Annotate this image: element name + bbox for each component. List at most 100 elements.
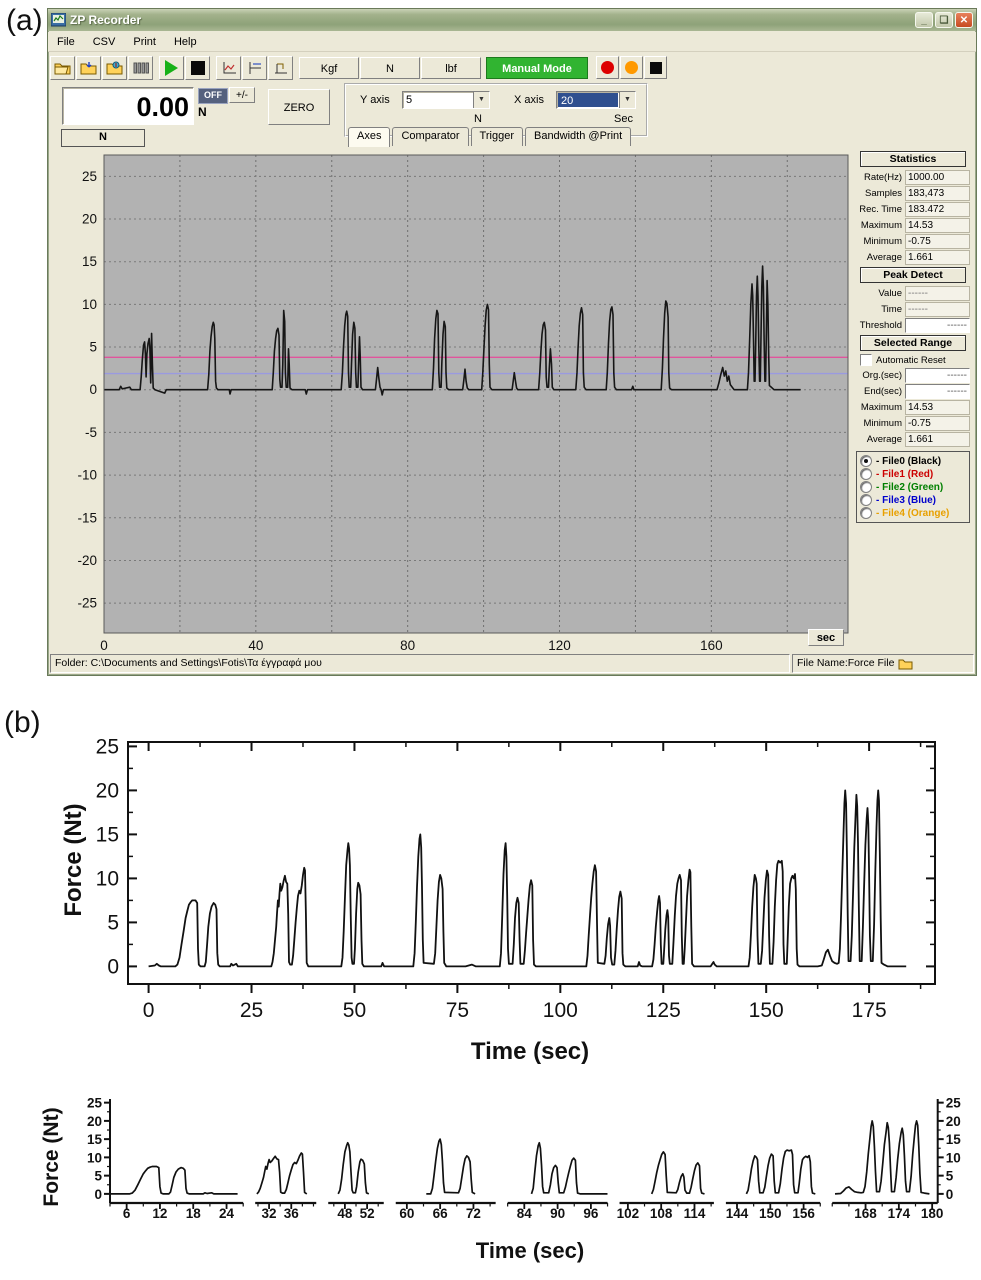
svg-text:40: 40	[248, 638, 263, 653]
record-black-button[interactable]	[644, 56, 667, 79]
axes-tool-button[interactable]	[216, 55, 241, 80]
off-indicator[interactable]: OFF	[198, 88, 228, 104]
svg-text:0: 0	[946, 1187, 954, 1202]
panel-a-corner-label: (a)	[6, 4, 43, 37]
file1-label: - File1 (Red)	[876, 468, 934, 480]
file4-label: - File4 (Orange)	[876, 507, 950, 519]
file3-label: - File3 (Blue)	[876, 494, 937, 506]
comparator-tool-button[interactable]	[242, 55, 267, 80]
menu-file[interactable]: File	[57, 35, 75, 48]
file3-option[interactable]: - File3 (Blue)	[860, 494, 966, 506]
zero-button[interactable]: ZERO	[268, 89, 330, 125]
range-stat-label: Average	[866, 434, 902, 445]
svg-text:80: 80	[400, 638, 415, 653]
svg-text:168: 168	[854, 1206, 877, 1221]
svg-text:25: 25	[82, 169, 97, 184]
tab-comparator[interactable]: Comparator	[392, 127, 469, 146]
range-stat-label: Maximum	[860, 402, 902, 413]
stat-label: Rec. Time	[859, 204, 902, 215]
file0-option[interactable]: - File0 (Black)	[860, 455, 966, 467]
peak-time: ------	[905, 302, 970, 317]
menu-csv[interactable]: CSV	[92, 35, 116, 48]
tab-bandwidth[interactable]: Bandwidth @Print	[524, 127, 632, 146]
stop-button[interactable]	[185, 55, 210, 80]
threshold-input[interactable]: ------	[905, 318, 970, 333]
svg-text:102: 102	[617, 1206, 640, 1221]
plus-minus-button[interactable]: +/-	[229, 87, 255, 103]
automatic-reset-checkbox[interactable]	[860, 354, 872, 366]
record-orange-button[interactable]	[620, 56, 643, 79]
y-axis-select[interactable]: 5 ▼	[402, 91, 490, 109]
zoom-row-x-axis-title: Time (sec)	[475, 1238, 585, 1263]
svg-text:20: 20	[96, 779, 119, 802]
trigger-tool-button[interactable]	[268, 55, 293, 80]
file2-option[interactable]: - File2 (Green)	[860, 481, 966, 493]
radio-icon[interactable]	[860, 455, 872, 467]
svg-text:-25: -25	[77, 596, 97, 611]
close-button[interactable]: ✕	[955, 12, 973, 28]
radio-icon[interactable]	[860, 494, 872, 506]
svg-text:15: 15	[87, 1132, 103, 1147]
end-sec-input[interactable]: ------	[905, 384, 970, 399]
tab-axes[interactable]: Axes	[348, 127, 391, 147]
radio-icon[interactable]	[860, 468, 872, 480]
unit-lbf-button[interactable]: lbf	[421, 56, 481, 79]
open-folder-button[interactable]	[50, 55, 75, 80]
file4-option[interactable]: - File4 (Orange)	[860, 507, 966, 519]
unit-kgf-button[interactable]: Kgf	[299, 56, 359, 79]
black-square-icon	[649, 61, 662, 74]
org-sec-input[interactable]: ------	[905, 368, 970, 383]
chevron-down-icon[interactable]: ▼	[619, 92, 635, 108]
panel-b-corner-label: (b)	[4, 706, 41, 739]
svg-text:12: 12	[152, 1206, 167, 1221]
import-folder-button[interactable]	[76, 55, 101, 80]
svg-text:100: 100	[543, 999, 578, 1022]
sec-unit-button[interactable]: sec	[808, 629, 844, 646]
status-filename-text: File Name:Force File	[797, 657, 895, 669]
menu-help[interactable]: Help	[173, 35, 197, 48]
radio-icon[interactable]	[860, 507, 872, 519]
svg-text:5: 5	[94, 1169, 102, 1184]
chevron-down-icon[interactable]: ▼	[473, 92, 489, 108]
end-sec-label: End(sec)	[863, 386, 902, 397]
play-button[interactable]	[159, 55, 184, 80]
record-red-button[interactable]	[596, 56, 619, 79]
svg-text:10: 10	[87, 1150, 102, 1165]
svg-text:50: 50	[343, 999, 366, 1022]
recorder-chart-area: -25 -20 -15 -10 -5 0 5 10 15 20 25 0 40 80 120 160 sec	[56, 147, 854, 655]
x-axis-unit-label: Sec	[614, 113, 633, 125]
folder-icon[interactable]	[898, 658, 913, 670]
svg-text:10: 10	[96, 867, 119, 890]
svg-text:6: 6	[123, 1206, 131, 1221]
svg-text:25: 25	[946, 1096, 962, 1111]
svg-text:160: 160	[700, 638, 723, 653]
stat-value: 183,473	[905, 186, 970, 201]
stat-value: 14.53	[905, 218, 970, 233]
minimize-button[interactable]: _	[915, 12, 933, 28]
file1-option[interactable]: - File1 (Red)	[860, 468, 966, 480]
svg-text:0: 0	[100, 638, 108, 653]
unit-n-button[interactable]: N	[360, 56, 420, 79]
columns-button[interactable]	[128, 55, 153, 80]
radio-icon[interactable]	[860, 481, 872, 493]
export-graph-button[interactable]	[102, 55, 127, 80]
window-titlebar[interactable]: ZP Recorder _ ❏ ✕	[48, 9, 976, 31]
svg-text:150: 150	[759, 1206, 782, 1221]
x-axis-select[interactable]: 20 ▼	[556, 91, 636, 109]
force-readout: 0.00	[62, 87, 194, 125]
overview-x-axis-title: Time (sec)	[470, 1038, 590, 1065]
svg-text:174: 174	[888, 1206, 911, 1221]
tab-row: Axes Comparator Trigger Bandwidth @Print	[348, 126, 633, 147]
restore-button[interactable]: ❏	[935, 12, 953, 28]
org-sec-label: Org.(sec)	[862, 370, 902, 381]
svg-text:0: 0	[94, 1187, 102, 1202]
range-stat-value: -0.75	[905, 416, 970, 431]
svg-text:0: 0	[89, 382, 97, 397]
menu-print[interactable]: Print	[133, 35, 156, 48]
tab-trigger[interactable]: Trigger	[470, 127, 523, 146]
statistics-header: Statistics	[859, 151, 967, 167]
play-icon	[165, 59, 178, 76]
stat-value: -0.75	[905, 234, 970, 249]
svg-text:66: 66	[433, 1206, 449, 1221]
manual-mode-button[interactable]: Manual Mode	[486, 56, 588, 79]
